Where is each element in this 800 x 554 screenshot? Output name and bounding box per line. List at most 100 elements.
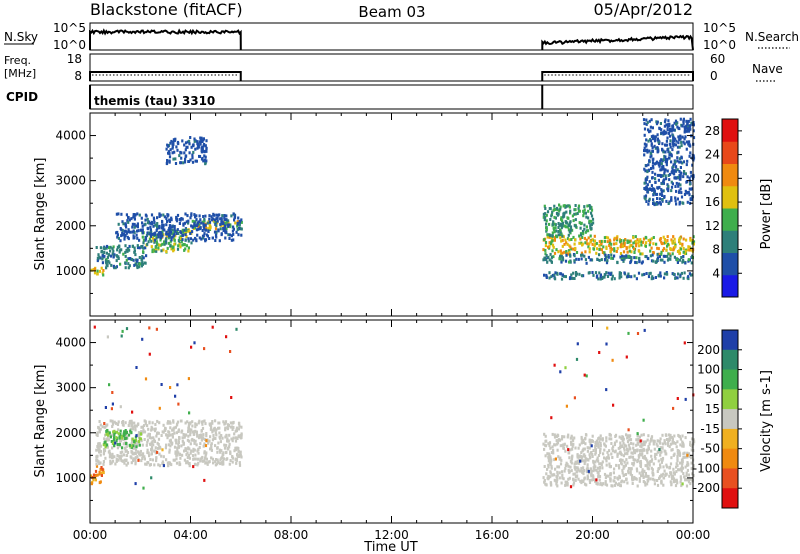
- range-gate-cell: [189, 451, 192, 455]
- range-gate-cell: [560, 437, 564, 441]
- range-gate-cell: [687, 259, 690, 263]
- range-gate-cell: [548, 276, 551, 280]
- range-gate-cell: [653, 135, 657, 139]
- range-gate-cell: [660, 174, 663, 178]
- range-gate-cell: [564, 449, 567, 453]
- range-gate-cell: [599, 277, 602, 281]
- range-gate-cell: [643, 122, 646, 126]
- range-gate-cell: [569, 465, 572, 469]
- range-gate-cell: [153, 218, 156, 222]
- freq-tick-low: 8: [74, 69, 82, 83]
- range-gate-cell: [588, 446, 591, 450]
- range-gate-cell: [239, 434, 242, 438]
- range-gate-cell: [678, 451, 681, 455]
- range-gate-cell: [176, 383, 179, 387]
- range-gate-cell: [684, 261, 687, 265]
- range-gate-cell: [188, 142, 191, 146]
- range-gate-cell: [239, 453, 242, 457]
- range-gate-cell: [688, 187, 691, 191]
- range-gate-cell: [159, 213, 162, 217]
- range-gate-cell: [657, 247, 660, 251]
- range-gate-cell: [221, 436, 224, 440]
- range-gate-cell: [185, 453, 188, 457]
- range-gate-cell: [157, 235, 160, 239]
- range-gate-cell: [635, 443, 638, 447]
- range-gate-cell: [216, 221, 219, 225]
- range-gate-cell: [208, 220, 212, 224]
- range-gate-cell: [646, 183, 649, 187]
- range-gate-cell: [236, 222, 239, 226]
- range-gate-cell: [107, 433, 110, 437]
- range-gate-cell: [225, 335, 228, 339]
- range-gate-cell: [549, 207, 552, 211]
- range-gate-cell: [144, 462, 147, 466]
- range-gate-cell: [162, 227, 165, 231]
- range-gate-cell: [104, 433, 107, 437]
- range-gate-cell: [665, 465, 669, 469]
- range-gate-cell: [545, 226, 548, 230]
- range-gate-cell: [193, 457, 196, 461]
- range-gate-cell: [550, 242, 553, 246]
- range-gate-cell: [214, 220, 218, 224]
- range-gate-cell: [227, 439, 230, 443]
- range-gate-cell: [655, 122, 659, 126]
- range-gate-cell: [155, 249, 158, 253]
- range-gate-cell: [119, 239, 122, 243]
- range-gate-cell: [679, 273, 682, 277]
- range-gate-cell: [615, 439, 618, 443]
- range-gate-cell: [163, 215, 166, 219]
- range-gate-cell: [691, 187, 694, 191]
- range-gate-cell: [591, 238, 594, 242]
- range-gate-cell: [621, 468, 624, 472]
- colorbar-tick-label: -15: [700, 422, 720, 436]
- range-gate-cell: [235, 446, 238, 450]
- range-gate-cell: [168, 232, 171, 236]
- range-gate-cell: [657, 163, 660, 167]
- range-gate-cell: [216, 219, 219, 223]
- range-gate-cell: [561, 256, 564, 260]
- range-gate-cell: [544, 439, 547, 443]
- range-gate-cell: [580, 221, 583, 225]
- range-gate-cell: [579, 237, 582, 241]
- range-gate-cell: [129, 427, 132, 431]
- range-gate-cell: [121, 231, 124, 235]
- range-gate-cell: [621, 256, 624, 260]
- range-gate-cell: [95, 459, 98, 463]
- range-gate-cell: [107, 253, 110, 257]
- range-gate-cell: [127, 216, 130, 220]
- range-gate-cell: [638, 240, 641, 244]
- range-gate-cell: [565, 204, 568, 208]
- range-gate-cell: [647, 163, 650, 167]
- range-gate-cell: [184, 212, 187, 216]
- range-gate-cell: [228, 225, 231, 229]
- range-gate-cell: [198, 419, 201, 423]
- range-gate-cell: [574, 238, 577, 242]
- range-gate-cell: [578, 454, 581, 458]
- range-gate-cell: [558, 257, 561, 261]
- x-tick-label: 00:00: [676, 528, 711, 542]
- range-gate-cell: [98, 442, 101, 446]
- range-gate-cell: [141, 457, 144, 460]
- range-gate-cell: [652, 236, 655, 239]
- range-gate-cell: [200, 429, 203, 432]
- range-gate-cell: [169, 148, 172, 152]
- range-gate-cell: [685, 163, 688, 167]
- range-gate-cell: [178, 242, 181, 246]
- range-gate-cell: [667, 119, 670, 123]
- range-gate-cell: [687, 452, 691, 456]
- range-gate-cell: [177, 239, 180, 242]
- range-gate-cell: [198, 155, 202, 158]
- range-gate-cell: [213, 213, 216, 217]
- range-gate-cell: [569, 259, 572, 263]
- range-gate-cell: [215, 224, 218, 228]
- range-gate-cell: [210, 443, 213, 447]
- range-gate-cell: [681, 260, 684, 264]
- range-gate-cell: [113, 420, 116, 424]
- range-gate-cell: [224, 236, 227, 240]
- range-gate-cell: [688, 193, 691, 197]
- range-gate-cell: [688, 176, 691, 180]
- range-gate-cell: [677, 452, 680, 456]
- range-gate-cell: [123, 433, 126, 437]
- range-gate-cell: [211, 457, 215, 461]
